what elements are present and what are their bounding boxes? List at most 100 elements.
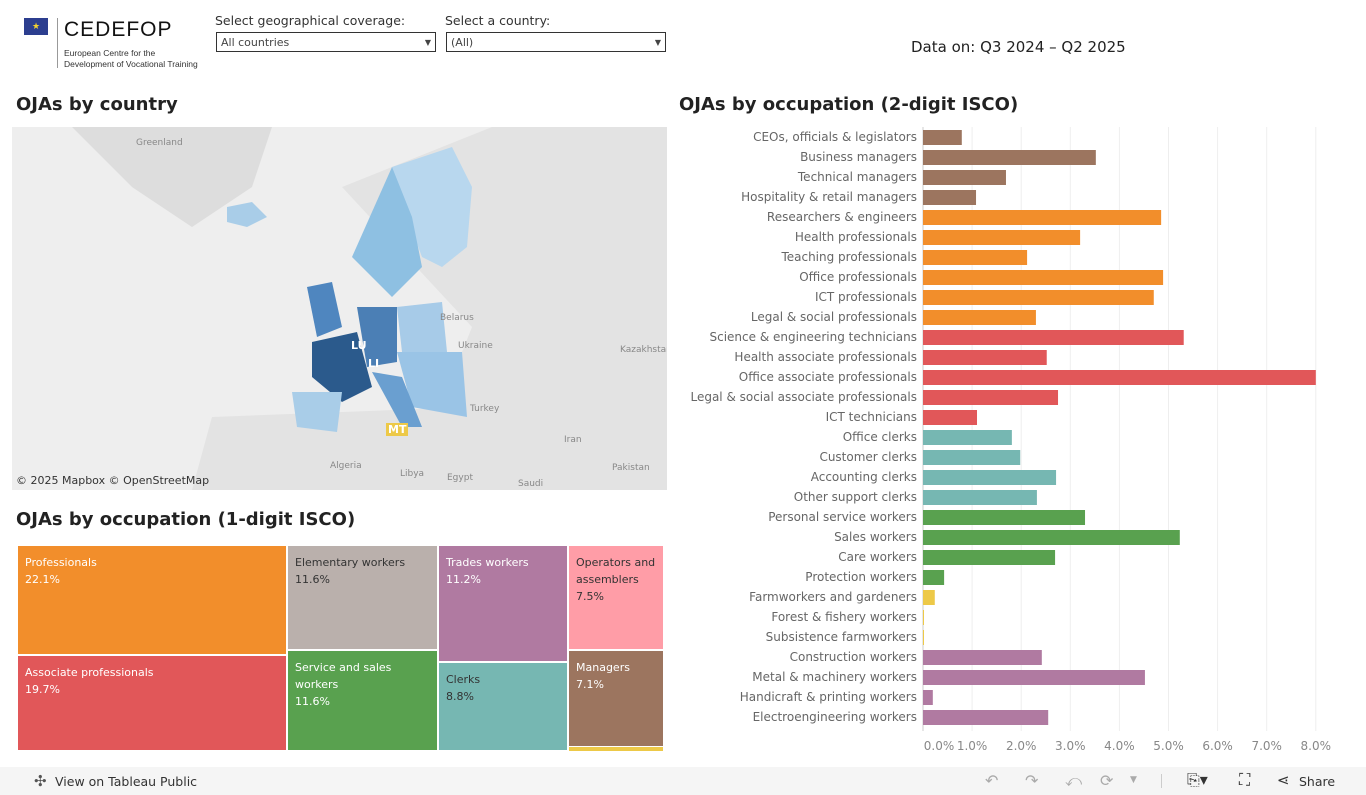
y-category-label: Forest & fishery workers xyxy=(771,610,917,624)
y-category-label: Office clerks xyxy=(842,430,917,444)
y-category-label: Researchers & engineers xyxy=(766,210,917,224)
bar[interactable] xyxy=(923,150,1096,165)
treemap-agriculture[interactable] xyxy=(568,747,664,751)
country-select[interactable]: (All) ▼ xyxy=(446,32,666,52)
redo-icon[interactable]: ↷ xyxy=(1025,771,1039,790)
treemap-trades-workers[interactable]: Trades workers 11.2% xyxy=(438,545,568,662)
y-category-label: Hospitality & retail managers xyxy=(741,190,917,204)
y-category-label: Handicraft & printing workers xyxy=(739,690,917,704)
treemap-professionals[interactable]: Professionals 22.1% xyxy=(17,545,287,655)
eu-flag-logo: ★ xyxy=(24,18,48,35)
iceland-shape xyxy=(227,202,267,227)
label-kazakhstan: Kazakhstan xyxy=(620,345,667,355)
bar[interactable] xyxy=(923,450,1021,465)
bar[interactable] xyxy=(923,630,924,645)
bar[interactable] xyxy=(923,250,1028,265)
treemap-operators[interactable]: Operators and assemblers 7.5% xyxy=(568,545,664,650)
treemap-associate-professionals[interactable]: Associate professionals 19.7% xyxy=(17,655,287,751)
logo-divider xyxy=(57,18,58,68)
share-button[interactable]: Share xyxy=(1299,774,1336,789)
bar[interactable] xyxy=(923,570,945,585)
bar[interactable] xyxy=(923,590,935,605)
bar[interactable] xyxy=(923,370,1316,385)
y-category-label: Protection workers xyxy=(805,570,917,584)
tm-label: Associate professionals xyxy=(25,666,154,679)
treemap-title: OJAs by occupation (1-digit ISCO) xyxy=(16,509,356,530)
bar[interactable] xyxy=(923,190,977,205)
uk-shape xyxy=(307,282,342,337)
y-category-label: Office associate professionals xyxy=(738,370,917,384)
tm-label: Service and sales workers xyxy=(295,661,392,691)
bar[interactable] xyxy=(923,310,1036,325)
bar[interactable] xyxy=(923,350,1047,365)
bar[interactable] xyxy=(923,270,1164,285)
treemap-managers[interactable]: Managers 7.1% xyxy=(568,650,664,747)
y-category-label: Other support clerks xyxy=(793,490,917,504)
bar[interactable] xyxy=(923,390,1059,405)
x-tick-label: 7.0% xyxy=(1251,739,1282,753)
bar[interactable] xyxy=(923,290,1154,305)
bar[interactable] xyxy=(923,170,1006,185)
map-shapes xyxy=(72,127,667,490)
x-tick-label: 2.0% xyxy=(1006,739,1036,753)
bar[interactable] xyxy=(923,610,924,625)
y-category-label: Sales workers xyxy=(834,530,917,544)
tm-value: 11.6% xyxy=(295,573,330,586)
y-category-label: Care workers xyxy=(838,550,917,564)
tm-label: Operators and assemblers xyxy=(576,556,656,586)
map-attribution[interactable]: © 2025 Mapbox © OpenStreetMap xyxy=(16,474,210,487)
bar[interactable] xyxy=(923,710,1049,725)
bar[interactable] xyxy=(923,470,1057,485)
label-lu[interactable]: LU xyxy=(351,339,367,352)
bar[interactable] xyxy=(923,550,1056,565)
revert-icon[interactable]: ⤺ xyxy=(1065,771,1083,790)
share-icon[interactable]: ⋖ xyxy=(1277,771,1290,789)
bar[interactable] xyxy=(923,490,1037,505)
y-category-label: Office professionals xyxy=(799,270,917,284)
bar[interactable] xyxy=(923,330,1184,345)
tm-label: Elementary workers xyxy=(295,556,406,569)
y-category-label: Farmworkers and gardeners xyxy=(749,590,917,604)
country-map[interactable]: Greenland Belarus Ukraine Kazakhstan Tur… xyxy=(12,127,667,490)
fullscreen-icon[interactable]: ⛶ xyxy=(1239,770,1251,789)
bar[interactable] xyxy=(923,130,962,145)
bar[interactable] xyxy=(923,210,1162,225)
label-pakistan: Pakistan xyxy=(612,463,650,473)
bar[interactable] xyxy=(923,690,933,705)
x-tick-label: 1.0% xyxy=(957,739,988,753)
bar[interactable] xyxy=(923,430,1012,445)
bar[interactable] xyxy=(923,510,1086,525)
y-category-label: ICT technicians xyxy=(825,410,917,424)
x-tick-label: 5.0% xyxy=(1153,739,1184,753)
treemap-elementary-workers[interactable]: Elementary workers 11.6% xyxy=(287,545,438,650)
y-category-label: Legal & social associate professionals xyxy=(690,390,917,404)
tm-label: Trades workers xyxy=(446,556,529,569)
y-category-label: ICT professionals xyxy=(814,290,917,304)
refresh-icon[interactable]: ⟳ xyxy=(1100,771,1114,790)
dropdown-arrow-icon: ▼ xyxy=(654,37,661,47)
download-icon[interactable]: ⎘▾ xyxy=(1187,770,1208,789)
france-shape xyxy=(312,332,372,402)
bar[interactable] xyxy=(923,230,1081,245)
treemap-clerks[interactable]: Clerks 8.8% xyxy=(438,662,568,751)
x-tick-label: 6.0% xyxy=(1202,739,1233,753)
y-category-label: Health associate professionals xyxy=(734,350,917,364)
treemap-service-sales[interactable]: Service and sales workers 11.6% xyxy=(287,650,438,751)
label-li[interactable]: LI xyxy=(368,357,380,370)
bar[interactable] xyxy=(923,530,1180,545)
refresh-dropdown-icon[interactable]: ▼ xyxy=(1130,775,1137,785)
coverage-select[interactable]: All countries ▼ xyxy=(216,32,436,52)
undo-icon[interactable]: ↶ xyxy=(985,771,999,790)
tm-label: Professionals xyxy=(25,556,97,569)
tm-value: 8.8% xyxy=(446,690,474,703)
label-mt[interactable]: MT xyxy=(386,423,409,436)
germany-shape xyxy=(357,307,397,367)
treemap: Professionals 22.1% Associate professiona… xyxy=(17,545,664,751)
y-category-label: Construction workers xyxy=(789,650,917,664)
bar[interactable] xyxy=(923,410,978,425)
bar[interactable] xyxy=(923,650,1042,665)
y-category-label: Electroengineering workers xyxy=(752,710,917,724)
view-on-tableau-link[interactable]: View on Tableau Public xyxy=(55,774,198,789)
scandinavia-shape xyxy=(352,167,422,297)
bar[interactable] xyxy=(923,670,1145,685)
